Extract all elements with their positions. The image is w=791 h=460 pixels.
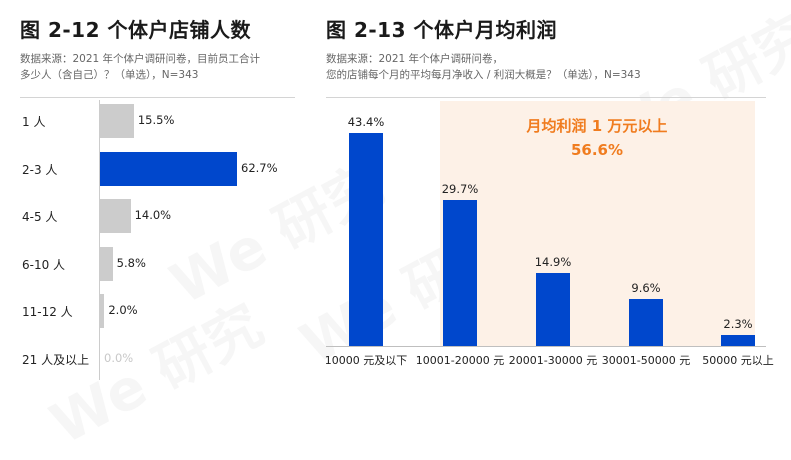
right-chart-source: 数据来源：2021 年个体户调研问卷， 您的店铺每个月的平均每月净收入 / 利润… xyxy=(326,51,641,83)
right-bar xyxy=(349,133,383,346)
left-category-label: 11-12 人 xyxy=(22,305,73,319)
right-value-label: 14.9% xyxy=(534,254,572,269)
right-bar xyxy=(721,334,755,346)
right-value-label: 2.3% xyxy=(723,316,753,331)
highlight-label: 月均利润 1 万元以上 56.6% xyxy=(497,114,697,162)
right-bar xyxy=(536,272,570,346)
left-value-label: 14.0% xyxy=(134,208,172,222)
right-category-label: 20001-30000 元 xyxy=(508,354,598,367)
right-source-line: 数据来源：2021 年个体户调研问卷， xyxy=(326,53,504,65)
right-baseline xyxy=(326,346,766,347)
left-category-label: 2-3 人 xyxy=(22,162,58,177)
right-value-label: 9.6% xyxy=(631,280,661,295)
right-source-line: 您的店铺每个月的平均每月净收入 / 利润大概是？（单选），N=343 xyxy=(326,69,641,81)
highlight-region xyxy=(440,101,755,346)
left-chart-source: 数据来源：2021 年个体户调研问卷，目前员工合计 多少人（含自己）？（单选），… xyxy=(20,51,260,83)
left-category-label: 21 人及以上 xyxy=(22,352,90,367)
left-chart-title: 图 2-12 个体户店铺人数 xyxy=(20,18,251,42)
left-category-label: 6-10 人 xyxy=(22,257,66,272)
left-top-rule xyxy=(20,97,295,98)
left-bar xyxy=(100,151,237,186)
right-category-label: 30001-50000 元 xyxy=(601,354,691,367)
left-bar xyxy=(100,199,131,233)
left-value-label: 62.7% xyxy=(241,160,278,175)
highlight-value: 56.6% xyxy=(570,141,624,159)
highlight-label-line1: 月均利润 1 万元以上 xyxy=(526,117,668,135)
right-chart-title: 图 2-13 个体户月均利润 xyxy=(326,18,557,42)
right-bar xyxy=(629,298,663,346)
left-source-line: 数据来源：2021 年个体户调研问卷，目前员工合计 xyxy=(20,53,261,65)
right-category-label: 50000 元以上 xyxy=(702,354,774,367)
left-value-label: 5.8% xyxy=(116,255,146,270)
left-source-line: 多少人（含自己）？（单选），N=343 xyxy=(20,69,199,81)
left-bar xyxy=(100,246,113,281)
right-value-label: 43.4% xyxy=(347,115,385,129)
left-axis-line xyxy=(99,100,100,380)
right-value-label: 29.7% xyxy=(441,182,479,197)
right-category-label: 10000 元及以下 xyxy=(324,354,408,367)
right-category-label: 10001-20000 元 xyxy=(415,354,505,367)
left-value-label: 2.0% xyxy=(108,303,138,317)
left-category-label: 1 人 xyxy=(22,115,46,129)
left-value-label: 15.5% xyxy=(137,113,175,127)
right-top-rule xyxy=(326,97,766,98)
left-bar xyxy=(100,104,134,138)
left-category-label: 4-5 人 xyxy=(22,210,58,224)
left-bar xyxy=(100,294,105,328)
right-bar xyxy=(443,200,477,346)
left-value-label: 0.0% xyxy=(104,350,134,365)
